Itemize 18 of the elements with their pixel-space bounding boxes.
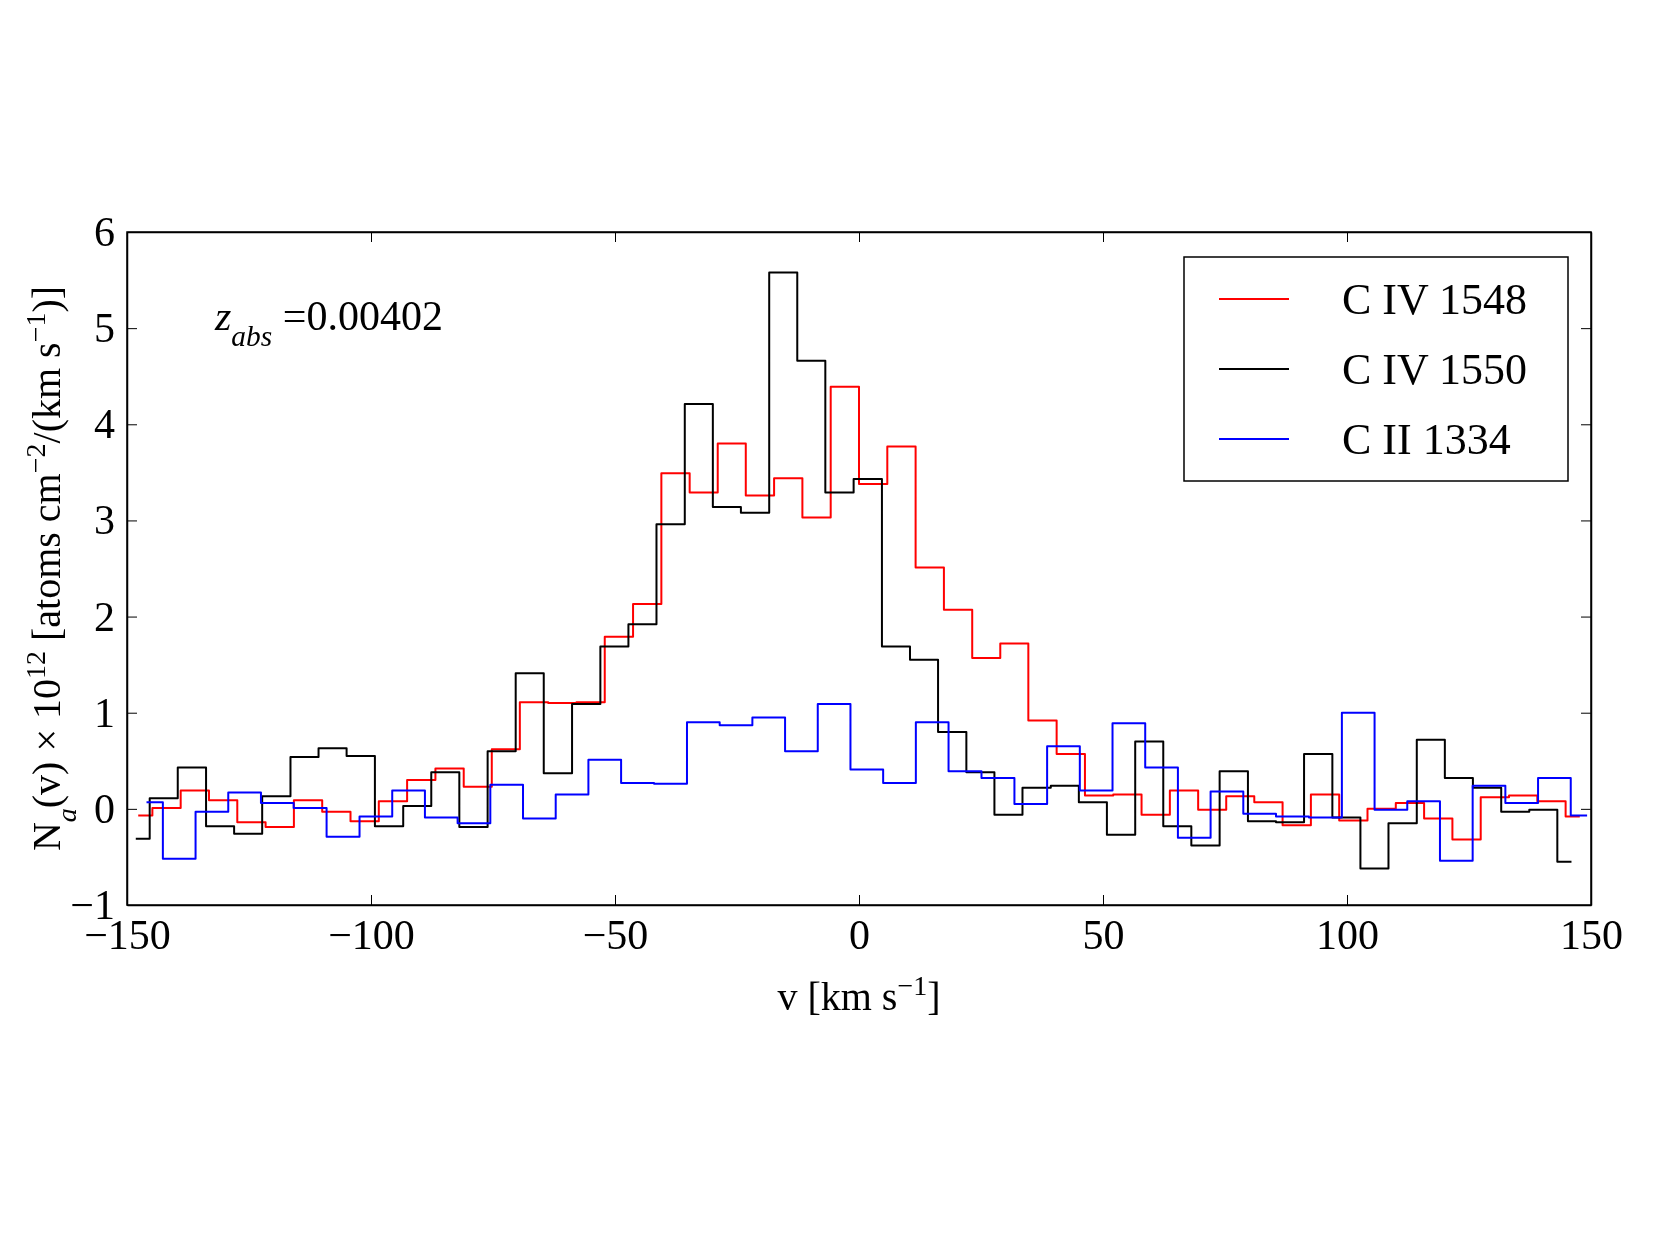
x-tick-label: 100 <box>1316 911 1379 958</box>
legend-label: C IV 1550 <box>1342 345 1527 394</box>
y-tick-label: 2 <box>94 593 115 640</box>
y-tick-label: 0 <box>94 785 115 832</box>
x-tick-label: 50 <box>1082 911 1125 958</box>
x-tick-label: −50 <box>582 911 649 958</box>
x-tick-label: 150 <box>1560 911 1623 958</box>
x-tick-label: −100 <box>328 911 415 958</box>
y-tick-label: 3 <box>94 497 115 544</box>
y-tick-label: 6 <box>94 208 115 255</box>
legend-label: C IV 1548 <box>1342 275 1527 324</box>
x-axis-title: v [km s$^{−1}$] <box>777 969 941 1019</box>
x-tick-label: 0 <box>849 911 870 958</box>
annotation: z$_{abs}$ =0.00402 <box>214 293 443 352</box>
y-tick-label: 4 <box>94 401 115 448</box>
legend-label: C II 1334 <box>1342 415 1511 464</box>
y-tick-label: 1 <box>94 689 115 736</box>
y-tick-label: 5 <box>94 305 115 352</box>
